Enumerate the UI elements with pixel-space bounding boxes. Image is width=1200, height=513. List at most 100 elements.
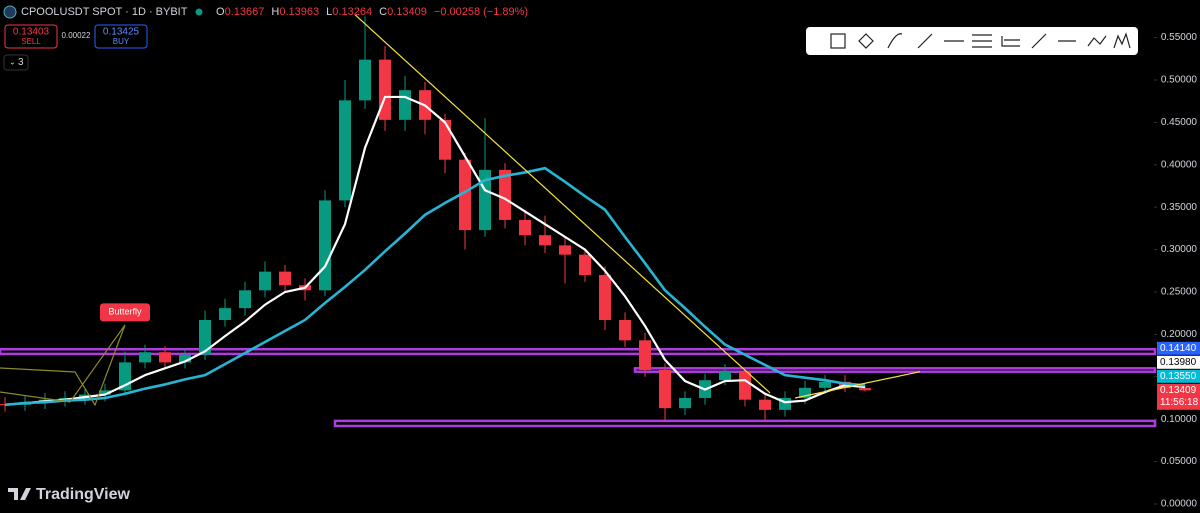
candle-body [859, 388, 871, 391]
price-label-box [1157, 369, 1200, 383]
annotation-box [100, 303, 150, 322]
candle-body [759, 399, 771, 410]
annotation-text: Butterfly [108, 307, 142, 317]
chevron: ⌄ [9, 58, 16, 67]
candle-body [719, 371, 731, 381]
buy-label: BUY [113, 37, 130, 46]
close-value: 0.13409 [387, 6, 427, 18]
y-tick-label: 0.45000 [1161, 117, 1198, 128]
tool-trend[interactable] [1031, 33, 1047, 49]
y-tick-label: 0.35000 [1161, 202, 1198, 213]
high-value: 0.13963 [279, 6, 319, 18]
price-label-box [1157, 355, 1200, 369]
tool-rotated[interactable] [858, 33, 874, 49]
price-label-box [1157, 383, 1200, 410]
candle-body [499, 169, 511, 220]
sell-label: SELL [21, 37, 41, 46]
pattern-lines [0, 324, 126, 407]
candle-body [639, 340, 651, 371]
market-status [195, 8, 203, 16]
l-label: L [326, 6, 332, 18]
zone [633, 367, 1157, 373]
candle-body [199, 319, 211, 355]
candle-body [259, 271, 271, 291]
candle-body [219, 308, 231, 320]
candle-body [739, 371, 751, 400]
trendline [794, 371, 921, 399]
candle-body [559, 245, 571, 255]
tool-fib[interactable] [972, 34, 992, 48]
candle-body [439, 119, 451, 160]
candle-body [599, 275, 611, 320]
open-value: 0.13667 [225, 6, 265, 18]
y-tick-label: 0.30000 [1161, 244, 1198, 255]
zone [0, 347, 1157, 356]
candle-body [319, 200, 331, 291]
tool-line[interactable] [917, 33, 933, 49]
tool-ray[interactable] [1001, 36, 1020, 47]
candle-body [99, 390, 111, 395]
candle-body [179, 354, 191, 363]
candle-body [359, 59, 371, 101]
tool-arc[interactable] [887, 33, 903, 49]
candle-body [659, 370, 671, 409]
candle-body [279, 271, 291, 286]
tool-wave[interactable] [1113, 32, 1131, 49]
price-label: 0.13980 [1160, 357, 1197, 368]
symbol-title[interactable]: CPOOLUSDT SPOT · 1D · BYBIT [21, 6, 188, 18]
candle-body [399, 90, 411, 120]
spread: 0.00022 [62, 31, 91, 40]
y-tick-label: 0.05000 [1161, 456, 1198, 467]
plot-area [0, 14, 1157, 428]
candle-body [679, 398, 691, 409]
candle-body [779, 398, 791, 410]
candle-body [819, 381, 831, 388]
change-value: −0.00258 (−1.89%) [434, 6, 528, 18]
candle-body [579, 254, 591, 276]
buy-button[interactable] [94, 24, 148, 49]
y-tick-label: 0.20000 [1161, 329, 1198, 340]
candle-body [139, 352, 151, 363]
c-label: C [379, 6, 387, 18]
y-tick-label: 0.55000 [1161, 32, 1198, 43]
drawing-toolbar [806, 27, 1138, 55]
candle-body [379, 59, 391, 120]
watermark: TradingView [36, 486, 131, 503]
sell-price: 0.13403 [13, 27, 50, 38]
candle-body [159, 352, 171, 363]
indicators-count: 3 [18, 57, 24, 68]
candle-body [339, 100, 351, 201]
y-tick-label: 0.25000 [1161, 287, 1198, 298]
buy-price: 0.13425 [103, 27, 140, 38]
h-label: H [271, 6, 279, 18]
low-value: 0.13264 [332, 6, 372, 18]
price-label: 0.14140 [1160, 343, 1197, 354]
o-label: O [216, 6, 225, 18]
moving-average [4, 95, 866, 406]
candle-body [539, 235, 551, 246]
trendline [354, 14, 771, 394]
zone [333, 419, 1157, 428]
sell-button[interactable] [4, 24, 58, 49]
candle-body [619, 319, 631, 341]
countdown: 11:56:18 [1160, 397, 1199, 408]
candle-body [459, 159, 471, 231]
tv-logo [8, 488, 31, 500]
candle-body [519, 219, 531, 236]
symbol-logo [3, 5, 17, 19]
y-tick-label: 0.10000 [1161, 414, 1198, 425]
candle-body [239, 290, 251, 309]
candle-body [799, 387, 811, 398]
ohlc: O0.13667 H0.13963 L0.13264 C0.13409 −0.0… [216, 6, 528, 18]
indicators-toggle[interactable] [3, 54, 29, 71]
price-label: 0.13409 [1160, 385, 1197, 396]
moving-average [4, 166, 866, 407]
price-label: 0.13550 [1160, 371, 1197, 382]
price-label-box [1157, 341, 1200, 355]
tool-pattern[interactable] [1087, 35, 1107, 47]
tool-rect[interactable] [830, 33, 846, 49]
y-tick-label: 0.40000 [1161, 159, 1198, 170]
y-tick-label: 0.00000 [1161, 499, 1198, 510]
